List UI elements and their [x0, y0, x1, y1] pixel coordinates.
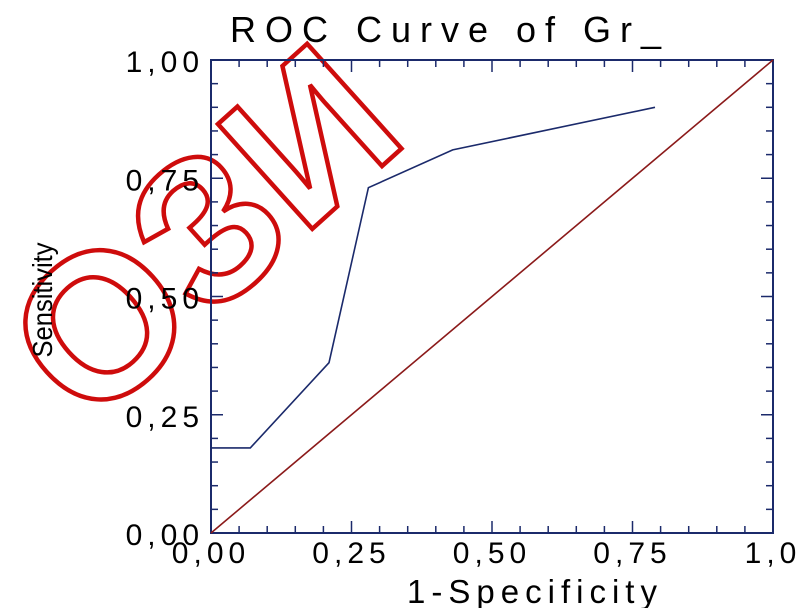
x-tick-label: 1,0 — [745, 537, 802, 570]
x-tick-label: 0,25 — [312, 537, 390, 570]
roc-curve-line — [211, 106, 656, 449]
y-tick-label: 0,75 — [126, 164, 204, 197]
y-tick-label: 1,00 — [126, 46, 204, 79]
reference-diagonal-line — [210, 59, 774, 534]
y-tick-label: 0,00 — [126, 519, 204, 552]
x-tick-label: 0,50 — [453, 537, 531, 570]
x-tick-label: 0,00 — [172, 537, 250, 570]
y-tick-label: 0,50 — [126, 283, 204, 316]
x-tick-label: 0,75 — [593, 537, 671, 570]
chart-title: ROC Curve of Gr_ — [230, 9, 670, 50]
y-axis-label: Sensitivity — [27, 243, 58, 358]
y-tick-label: 0,25 — [126, 401, 204, 434]
x-axis-label: 1-Specificity — [407, 573, 663, 608]
plot-layer: 0,00 0,25 0,50 0,75 1,00 0,00 0,25 0,50 0,75 1,0 — [126, 46, 802, 570]
